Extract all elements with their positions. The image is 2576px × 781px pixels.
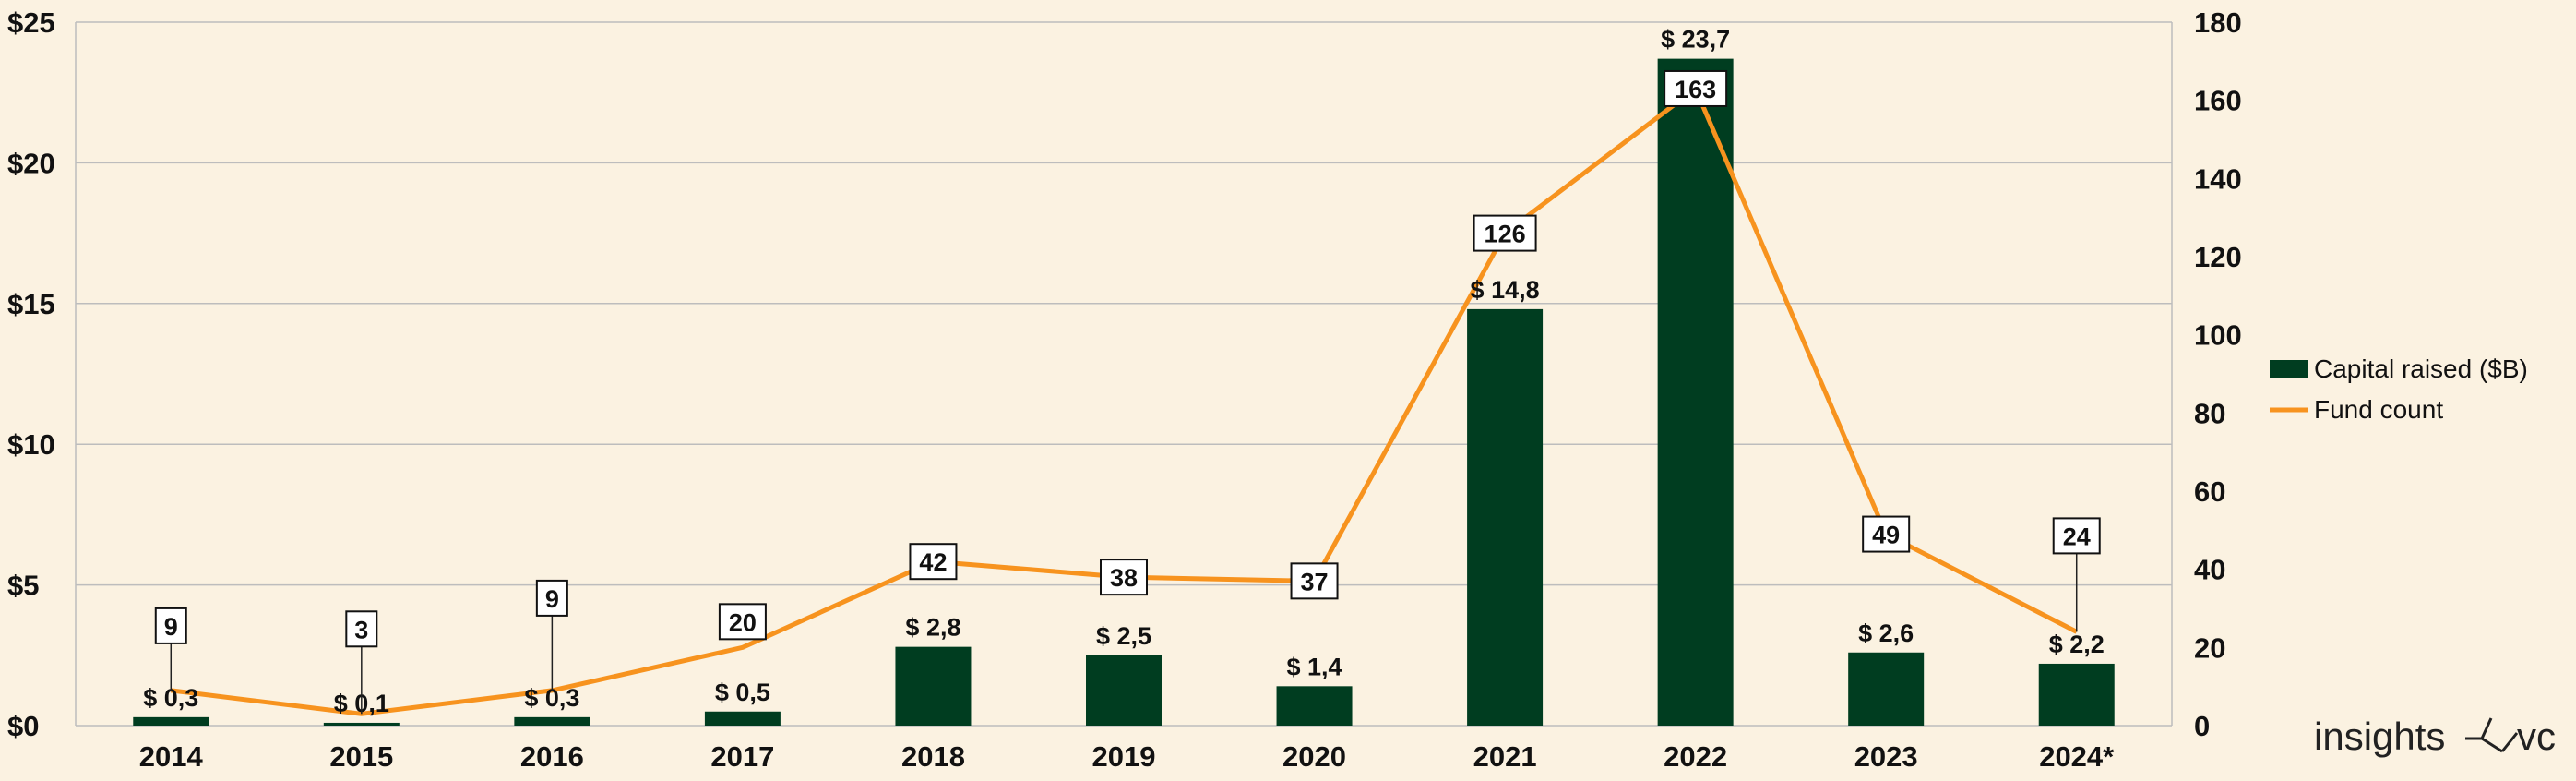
left-axis-ticks: $0 $5 $10 $15 $20 $25 bbox=[7, 6, 55, 742]
line-value-label: 9 bbox=[164, 613, 178, 641]
line-label-box bbox=[1100, 559, 1148, 596]
x-tick-label: 2023 bbox=[1854, 740, 1918, 773]
left-tick-label: $20 bbox=[7, 147, 55, 179]
left-tick-label: $0 bbox=[7, 710, 39, 742]
x-tick-label: 2019 bbox=[1092, 740, 1156, 773]
x-tick-label: 2016 bbox=[520, 740, 584, 773]
bar-value-label: $ 1,4 bbox=[1287, 653, 1342, 680]
bar-value-label: $ 2,6 bbox=[1858, 619, 1914, 647]
bar-2014 bbox=[133, 716, 209, 726]
line-value-label: 126 bbox=[1485, 221, 1526, 248]
left-tick-label: $5 bbox=[7, 570, 39, 602]
bar-2015 bbox=[323, 722, 400, 726]
x-axis-labels: 2014 2015 2016 2017 2018 2019 2020 2021 2022 2023… bbox=[139, 740, 2115, 773]
right-tick-label: 120 bbox=[2194, 241, 2242, 273]
bar-value-label: $ 2,5 bbox=[1096, 622, 1151, 650]
line-value-label: 24 bbox=[2063, 523, 2091, 550]
bar-value-label: $ 23,7 bbox=[1661, 26, 1730, 54]
line-value-label: 9 bbox=[545, 585, 559, 613]
left-tick-label: $15 bbox=[7, 288, 55, 320]
fund-count-line bbox=[170, 86, 2078, 716]
line-label-box bbox=[2052, 517, 2101, 555]
line-value-label: 37 bbox=[1301, 568, 1329, 595]
brand-text-vc: vc bbox=[2517, 715, 2556, 758]
brand-text: insights bbox=[2314, 715, 2445, 758]
line-label-box bbox=[909, 543, 958, 581]
gridlines bbox=[75, 21, 2173, 727]
legend-label-line: Fund count bbox=[2314, 395, 2443, 424]
x-tick-label: 2015 bbox=[329, 740, 393, 773]
bar-2024* bbox=[2038, 663, 2115, 726]
line-value-label: 49 bbox=[1872, 522, 1900, 549]
fund-count-polyline bbox=[170, 86, 2078, 716]
x-tick-label: 2022 bbox=[1664, 740, 1727, 773]
bar-2020 bbox=[1276, 686, 1353, 726]
brand-logo: insights vc bbox=[2314, 715, 2556, 758]
right-tick-label: 160 bbox=[2194, 85, 2242, 117]
left-tick-label: $25 bbox=[7, 6, 55, 39]
right-tick-label: 40 bbox=[2194, 554, 2225, 586]
bar-2017 bbox=[704, 711, 781, 726]
line-value-label: 163 bbox=[1675, 76, 1716, 103]
line-label-box bbox=[1290, 562, 1339, 600]
right-tick-label: 0 bbox=[2194, 710, 2210, 742]
right-axis-ticks: 0 20 40 60 80 100 120 140 160 180 bbox=[2194, 6, 2242, 742]
right-tick-label: 100 bbox=[2194, 319, 2242, 352]
left-tick-label: $10 bbox=[7, 428, 55, 461]
bar-2023 bbox=[1848, 652, 1925, 726]
bar-value-label: $ 0,5 bbox=[715, 679, 770, 706]
line-label-box bbox=[1862, 515, 1911, 553]
bar-2016 bbox=[514, 716, 590, 726]
x-tick-label: 2014 bbox=[139, 740, 204, 773]
line-label-box bbox=[1473, 214, 1537, 252]
line-label-box bbox=[154, 607, 187, 644]
x-tick-label: 2020 bbox=[1282, 740, 1346, 773]
bar-data-labels: $ 0,3 $ 0,1 $ 0,3 $ 0,5$ 2,8 $ 2,5$ 1,4$ 14,… bbox=[143, 26, 2105, 717]
line-value-label: 20 bbox=[729, 608, 757, 636]
bar-2019 bbox=[1086, 655, 1162, 726]
x-tick-label: 2018 bbox=[901, 740, 965, 773]
legend: Capital raised ($B) Fund count bbox=[2270, 354, 2528, 424]
x-tick-label: 2024* bbox=[2039, 740, 2115, 773]
legend-swatch-bar bbox=[2270, 360, 2308, 378]
right-tick-label: 60 bbox=[2194, 475, 2225, 508]
bar-2018 bbox=[895, 646, 972, 726]
x-tick-label: 2021 bbox=[1473, 740, 1537, 773]
right-tick-label: 20 bbox=[2194, 631, 2225, 664]
right-tick-label: 180 bbox=[2194, 6, 2242, 39]
line-label-box bbox=[345, 610, 378, 648]
line-value-label: 38 bbox=[1110, 564, 1138, 592]
line-value-label: 42 bbox=[919, 548, 947, 576]
bars-capital-raised bbox=[133, 58, 2115, 726]
line-data-labels: 9 3 9 20 42 38 37 126 163 49 24 bbox=[154, 69, 2101, 715]
right-tick-label: 140 bbox=[2194, 162, 2242, 195]
bar-value-label: $ 2,8 bbox=[905, 614, 960, 642]
bar-value-label: $ 14,8 bbox=[1471, 276, 1540, 304]
brand-mark-icon bbox=[2465, 717, 2519, 753]
x-tick-label: 2017 bbox=[710, 740, 774, 773]
legend-label-bar: Capital raised ($B) bbox=[2314, 354, 2528, 383]
bar-value-label: $ 2,2 bbox=[2049, 631, 2105, 658]
right-tick-label: 80 bbox=[2194, 397, 2225, 429]
bar-2021 bbox=[1467, 308, 1544, 726]
line-value-label: 3 bbox=[354, 616, 368, 643]
line-label-box bbox=[1664, 69, 1728, 107]
line-label-box bbox=[535, 579, 568, 617]
bar-2022 bbox=[1657, 58, 1734, 726]
line-label-box bbox=[718, 603, 767, 641]
